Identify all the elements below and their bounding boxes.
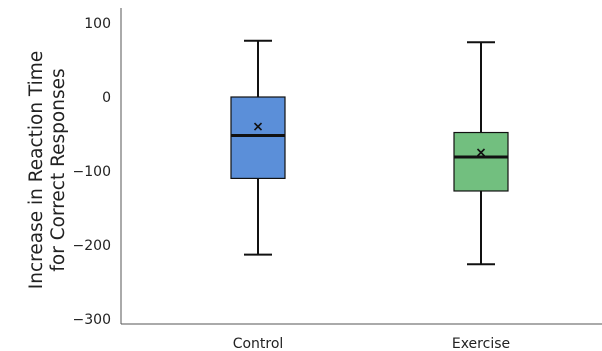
- y-tick-label: −200: [73, 238, 111, 254]
- y-tick-label: −100: [73, 164, 111, 180]
- y-axis: 100 0 −100 −200 −300: [73, 8, 122, 328]
- y-axis-label-line-1: Increase in Reaction Time: [26, 51, 47, 289]
- x-category-label: Exercise: [452, 336, 510, 351]
- box-control: [230, 39, 286, 256]
- y-tick-label: 0: [102, 90, 111, 106]
- interquartile-box: [453, 131, 509, 192]
- x-axis: Control Exercise: [121, 323, 602, 351]
- mean-marker: [253, 122, 263, 131]
- y-axis-label-line-2: for Correct Responses: [48, 68, 69, 271]
- mean-marker: [476, 148, 486, 157]
- box-plot-boxes: [230, 39, 509, 266]
- box-exercise: [453, 41, 509, 266]
- x-category-label: Control: [233, 336, 284, 351]
- y-tick-label: 100: [84, 16, 111, 32]
- interquartile-box: [230, 96, 286, 180]
- y-tick-label: −300: [73, 312, 111, 328]
